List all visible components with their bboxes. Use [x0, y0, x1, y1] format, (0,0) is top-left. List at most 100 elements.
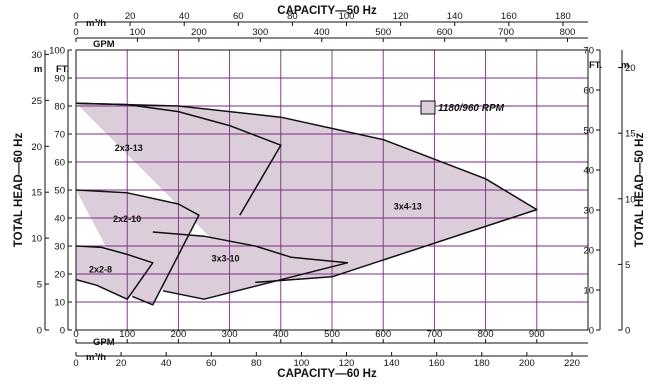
- envelope-fill-2x2-8: [76, 246, 153, 300]
- title-left-axis: TOTAL HEAD—60 Hz: [13, 133, 25, 248]
- tick-label-m50: 15: [625, 129, 636, 140]
- tick-label-m50: 5: [625, 260, 630, 271]
- tick-label-m3h60: 100: [293, 358, 309, 369]
- envelope-fill-2x2-10: [76, 190, 199, 305]
- curve-label-2x2-8: 2x2-8: [89, 265, 112, 275]
- tick-label-m3h50: 80: [287, 11, 298, 22]
- envelope-outline-2x2-10: [75, 189, 200, 306]
- tick-label-gpm50: 100: [130, 27, 146, 38]
- tick-label-gpm60: 700: [426, 329, 442, 340]
- curve-label-2x3-13: 2x3-13: [115, 143, 143, 153]
- tick-label-m50: 10: [625, 194, 636, 205]
- tick-label-m3h60: 200: [519, 358, 535, 369]
- tick-label-m3h50: 180: [555, 11, 571, 22]
- tick-label-m3h60: 120: [339, 358, 355, 369]
- tick-label-gpm50: 500: [375, 27, 391, 38]
- unit-right-ft: FT.: [589, 60, 602, 71]
- tick-label-gpm50: 800: [560, 27, 576, 38]
- tick-label-gpm60: 800: [478, 329, 494, 340]
- title-bottom-axis: CAPACITY—60 Hz: [277, 368, 377, 380]
- tick-label-m60: 25: [31, 96, 42, 107]
- tick-label-ft50: 70: [583, 46, 594, 57]
- tick-label-m3h50: 0: [73, 11, 78, 22]
- envelope-outline-3x4-13: [75, 102, 538, 284]
- tick-label-gpm50: 0: [73, 27, 78, 38]
- tick-label-ft60: 70: [54, 130, 65, 141]
- envelope-outlines: [75, 102, 538, 306]
- tick-label-m60: 10: [31, 234, 42, 245]
- tick-label-gpm60: 300: [222, 329, 238, 340]
- tick-label-ft50: 0: [589, 326, 594, 337]
- title-right-axis: TOTAL HEAD—50 Hz: [634, 133, 646, 248]
- tick-label-ft60: 80: [54, 102, 65, 113]
- tick-label-ft60: 0: [60, 326, 65, 337]
- title-top-axis: CAPACITY—50 Hz: [277, 5, 377, 17]
- envelope-fill-3x3-10: [152, 232, 348, 300]
- tick-label-m3h60: 180: [474, 358, 490, 369]
- tick-label-m3h60: 160: [429, 358, 445, 369]
- legend-swatch: [420, 100, 436, 115]
- tick-label-gpm50: 300: [252, 27, 268, 38]
- unit-top-m3h: m³/h: [86, 18, 106, 29]
- tick-label-ft60: 10: [54, 298, 65, 309]
- curve-label-2x2-10: 2x2-10: [113, 214, 141, 224]
- tick-label-gpm50: 700: [498, 27, 514, 38]
- envelope-outline-2x2-8: [75, 245, 154, 300]
- tick-label-ft60: 30: [54, 242, 65, 253]
- tick-label-ft60: 100: [49, 46, 65, 57]
- tick-label-m3h60: 140: [384, 358, 400, 369]
- tick-label-m50: 0: [625, 326, 630, 337]
- tick-label-m3h60: 40: [161, 358, 172, 369]
- tick-label-ft60: 60: [54, 158, 65, 169]
- legend-label: 1180/960 RPM: [438, 103, 505, 114]
- unit-top-gpm: GPM: [93, 39, 115, 50]
- tick-label-m3h50: 100: [339, 11, 355, 22]
- tick-label-gpm60: 0: [73, 329, 78, 340]
- tick-label-m3h50: 120: [393, 11, 409, 22]
- tick-label-m3h50: 40: [179, 11, 190, 22]
- unit-bottom-gpm: GPM: [93, 337, 115, 348]
- tick-label-m3h50: 60: [233, 11, 244, 22]
- tick-label-m3h50: 140: [447, 11, 463, 22]
- tick-label-m60: 0: [37, 326, 42, 337]
- tick-label-ft60: 40: [54, 214, 65, 225]
- envelope-outline-3x3-10: [152, 231, 349, 300]
- tick-label-ft50: 60: [583, 86, 594, 97]
- tick-label-gpm50: 400: [314, 27, 330, 38]
- tick-label-ft50: 20: [583, 246, 594, 257]
- tick-label-gpm60: 100: [119, 329, 135, 340]
- unit-bottom-m3h: m³/h: [86, 352, 106, 363]
- tick-label-ft60: 20: [54, 270, 65, 281]
- tick-label-m3h60: 0: [73, 358, 78, 369]
- tick-label-m3h60: 220: [564, 358, 580, 369]
- chart-text: CAPACITY—50 Hz CAPACITY—60 Hz TOTAL HEAD…: [13, 5, 646, 380]
- tick-label-m3h50: 160: [501, 11, 517, 22]
- tick-label-m50: 20: [625, 63, 636, 74]
- tick-label-gpm60: 200: [170, 329, 186, 340]
- tick-label-gpm60: 900: [529, 329, 545, 340]
- envelope-fill-3x4-13: [76, 103, 537, 283]
- tick-label-gpm60: 500: [324, 329, 340, 340]
- unit-right-m: m: [621, 60, 629, 71]
- tick-label-gpm50: 600: [437, 27, 453, 38]
- unit-left-ft: FT.: [56, 64, 69, 75]
- tick-label-m3h60: 80: [251, 358, 262, 369]
- tick-label-m60: 5: [37, 280, 42, 291]
- tick-label-ft50: 50: [583, 126, 594, 137]
- tick-label-m60: 30: [31, 50, 42, 61]
- tick-label-gpm50: 200: [191, 27, 207, 38]
- tick-label-m3h60: 60: [206, 358, 217, 369]
- unit-left-m: m: [34, 64, 42, 75]
- curve-label-3x4-13: 3x4-13: [394, 202, 422, 212]
- tick-label-ft50: 10: [583, 286, 594, 297]
- curve-label-3x3-10: 3x3-10: [211, 253, 239, 263]
- tick-label-gpm60: 400: [273, 329, 289, 340]
- tick-label-gpm60: 600: [375, 329, 391, 340]
- tick-label-ft60: 50: [54, 186, 65, 197]
- tick-label-m60: 15: [31, 188, 42, 199]
- tick-label-m3h60: 20: [116, 358, 127, 369]
- tick-label-m3h50: 20: [125, 11, 136, 22]
